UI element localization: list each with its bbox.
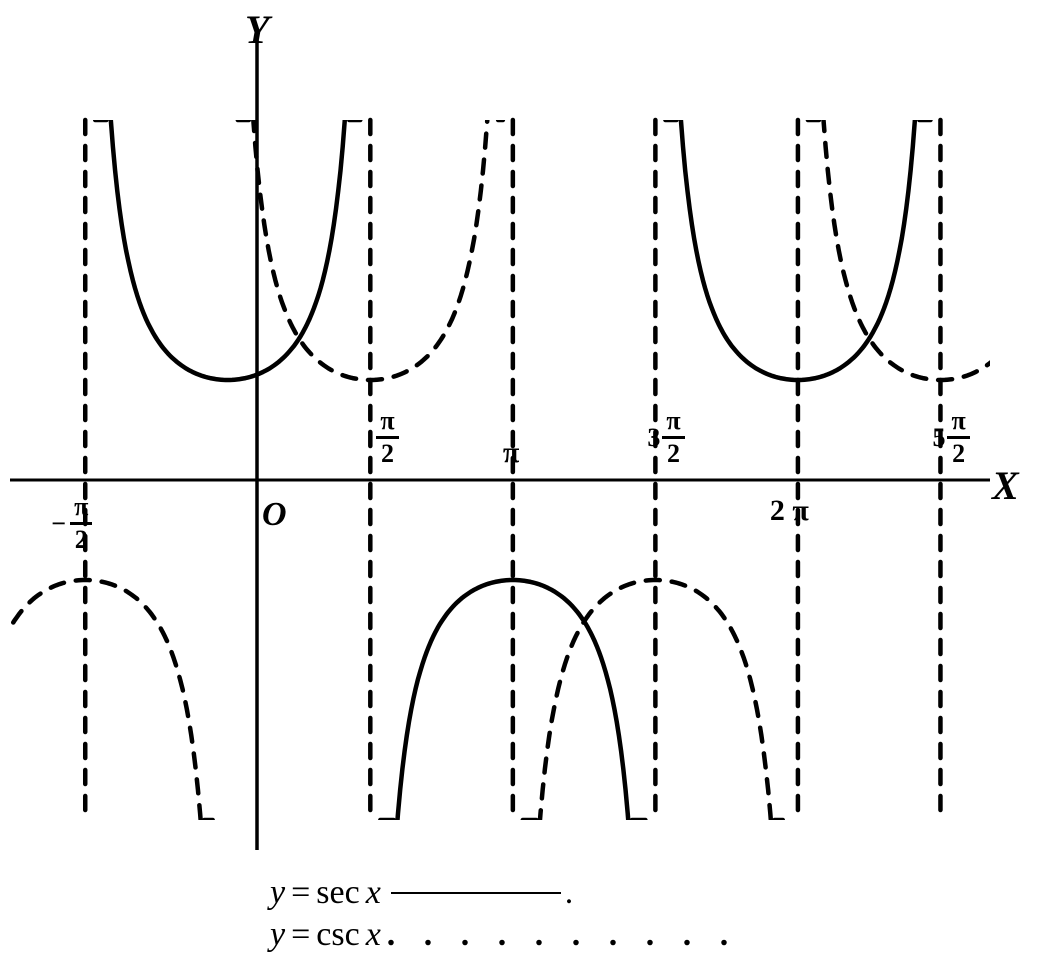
legend: y = sec x . y = csc x . . . . . . . . . …	[270, 870, 738, 958]
legend-sec-eq: =	[291, 874, 310, 912]
legend-csc-fn: csc	[316, 916, 359, 954]
legend-sec-y: y	[270, 874, 285, 912]
legend-sec-line-icon	[391, 892, 561, 894]
tick--pi/2: −π2	[51, 494, 92, 553]
x-axis-label: X	[992, 462, 1019, 509]
origin-label: O	[262, 496, 287, 534]
legend-csc-eq: =	[291, 916, 310, 954]
chart-container: Y X O −π2 π2 π 3π2 2 π 5π2 y = sec x . y = cs…	[0, 0, 1038, 980]
y-axis-label: Y	[245, 6, 269, 53]
legend-sec: y = sec x .	[270, 874, 738, 912]
tick-pi/2: π2	[376, 408, 398, 467]
legend-sec-x: x	[366, 874, 381, 912]
tick-3pi/2: 3π2	[647, 408, 684, 467]
chart-svg	[0, 0, 1038, 980]
legend-sec-fn: sec	[316, 874, 359, 912]
legend-csc-x: x	[366, 916, 381, 954]
tick-5pi/2: 5π2	[932, 408, 969, 467]
legend-csc-dots-icon: . . . . . . . . . .	[387, 916, 739, 954]
tick-2pi: 2 π	[770, 494, 809, 528]
tick-pi: π	[503, 436, 519, 470]
legend-csc-y: y	[270, 916, 285, 954]
legend-csc: y = csc x . . . . . . . . . .	[270, 916, 738, 954]
